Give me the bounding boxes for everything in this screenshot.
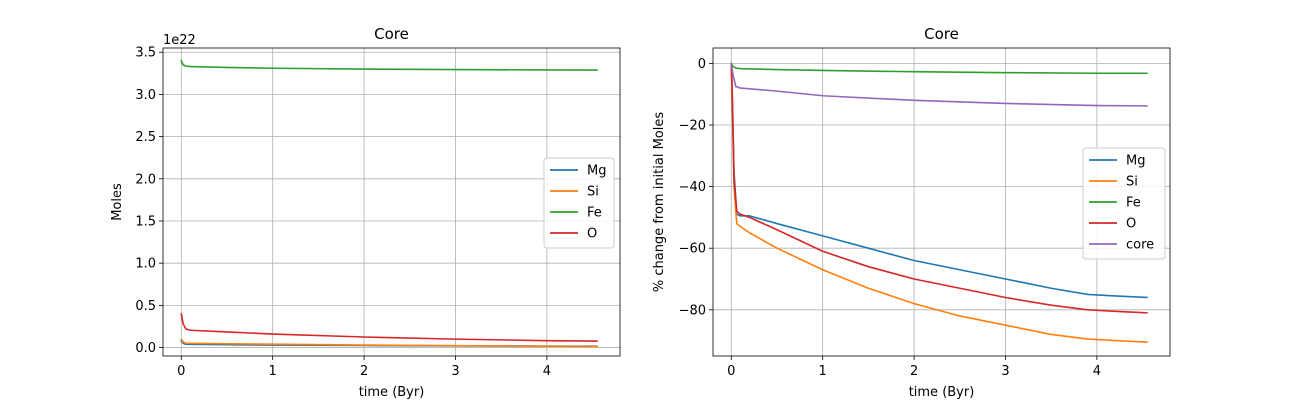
legend-label: Si bbox=[587, 185, 599, 200]
chart-moles: 0 1 2 3 4 0.0 0.5 1.0 1.5 2.0 2.5 3.0 3.5 1e22 Core tim… bbox=[110, 25, 621, 400]
chart-percent-change: 0 1 2 3 4 0 −20 −40 −60 −80 Core time (Byr) % change… bbox=[652, 25, 1171, 400]
legend-box bbox=[1082, 147, 1166, 260]
series-line-si bbox=[180, 338, 598, 348]
plot-frame bbox=[162, 47, 621, 357]
series-line-core bbox=[730, 62, 1148, 107]
legend-box bbox=[543, 157, 615, 249]
legend-label: Mg bbox=[1126, 154, 1145, 169]
series-group bbox=[730, 62, 1148, 343]
y-tick-label: 0 bbox=[698, 57, 706, 72]
y-tick-label: 2.5 bbox=[135, 130, 156, 145]
legend-label: O bbox=[1126, 217, 1136, 232]
series-line-si bbox=[730, 62, 1148, 343]
y-tick-label: −20 bbox=[679, 119, 706, 134]
x-tick-label: 3 bbox=[1001, 364, 1009, 379]
x-tick-label: 0 bbox=[727, 364, 735, 379]
y-tick-label: 0.5 bbox=[135, 299, 156, 314]
y-tick-label: 1.0 bbox=[135, 257, 156, 272]
legend-label: Mg bbox=[587, 164, 606, 179]
y-offset-text: 1e22 bbox=[163, 33, 196, 48]
plot-frame bbox=[712, 47, 1171, 357]
chart-title: Core bbox=[374, 25, 409, 43]
x-tick-label: 1 bbox=[269, 364, 277, 379]
series-line-fe bbox=[180, 59, 598, 71]
y-axis-label: % change from initial Moles bbox=[652, 112, 667, 293]
y-tick-label: −60 bbox=[679, 242, 706, 257]
x-tick-label: 4 bbox=[1093, 364, 1101, 379]
legend-label: O bbox=[587, 227, 597, 242]
series-group bbox=[180, 59, 598, 348]
y-tick-label: −40 bbox=[679, 180, 706, 195]
legend-label: Fe bbox=[1126, 196, 1141, 211]
series-line-fe bbox=[730, 62, 1148, 75]
y-tick-label: 2.0 bbox=[135, 172, 156, 187]
series-line-o bbox=[730, 62, 1148, 314]
legend-label: core bbox=[1126, 238, 1154, 253]
y-tick-label: −80 bbox=[679, 303, 706, 318]
legend-label: Fe bbox=[587, 206, 602, 221]
y-tick-label: 0.0 bbox=[135, 341, 156, 356]
legend-label: Si bbox=[1126, 175, 1138, 190]
y-tick-label: 3.0 bbox=[135, 88, 156, 103]
chart-title: Core bbox=[924, 25, 959, 43]
x-axis-label: time (Byr) bbox=[359, 385, 425, 400]
x-tick-label: 0 bbox=[177, 364, 185, 379]
x-tick-label: 4 bbox=[543, 364, 551, 379]
x-tick-label: 2 bbox=[910, 364, 918, 379]
legend: Mg Si Fe O bbox=[543, 157, 615, 249]
y-tick-label: 1.5 bbox=[135, 214, 156, 229]
x-tick-label: 3 bbox=[451, 364, 459, 379]
x-tick-label: 2 bbox=[360, 364, 368, 379]
y-axis-label: Moles bbox=[110, 183, 125, 221]
x-axis-label: time (Byr) bbox=[909, 385, 975, 400]
x-tick-label: 1 bbox=[819, 364, 827, 379]
series-line-o bbox=[180, 313, 598, 342]
y-tick-label: 3.5 bbox=[135, 46, 156, 61]
